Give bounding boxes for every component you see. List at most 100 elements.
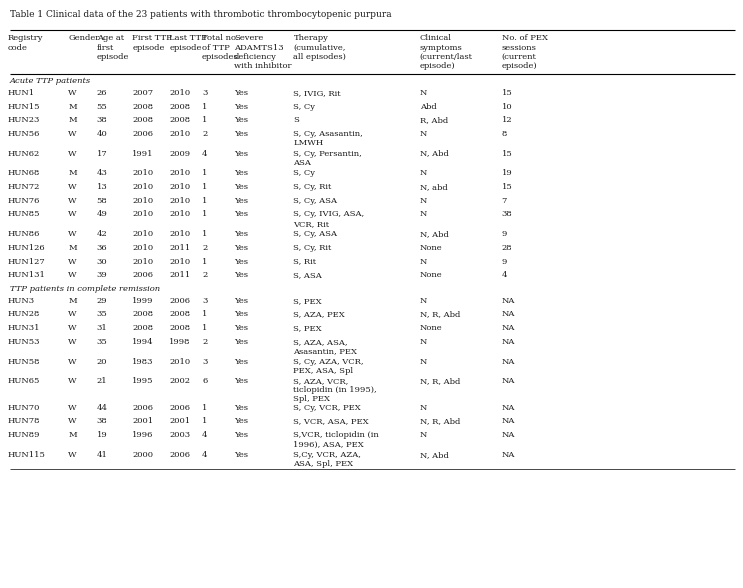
Text: Yes: Yes xyxy=(234,169,248,177)
Text: 1994: 1994 xyxy=(132,338,154,346)
Text: W: W xyxy=(68,338,77,346)
Text: N: N xyxy=(420,403,427,412)
Text: 1: 1 xyxy=(202,325,207,332)
Text: 1: 1 xyxy=(202,211,207,219)
Text: 2010: 2010 xyxy=(132,244,153,252)
Text: 2010: 2010 xyxy=(169,258,190,266)
Text: 2008: 2008 xyxy=(169,116,190,124)
Text: N: N xyxy=(420,89,427,96)
Text: 2001: 2001 xyxy=(169,417,190,425)
Text: TTP patients in complete remission: TTP patients in complete remission xyxy=(10,285,160,293)
Text: 42: 42 xyxy=(97,230,107,238)
Text: 9: 9 xyxy=(502,230,507,238)
Text: S, Cy: S, Cy xyxy=(293,102,316,111)
Text: W: W xyxy=(68,417,77,425)
Text: 2009: 2009 xyxy=(169,149,190,158)
Text: NA: NA xyxy=(502,310,515,319)
Text: NA: NA xyxy=(502,338,515,346)
Text: 12: 12 xyxy=(502,116,512,124)
Text: Yes: Yes xyxy=(234,258,248,266)
Text: Yes: Yes xyxy=(234,130,248,138)
Text: 58: 58 xyxy=(97,197,107,205)
Text: HUN23: HUN23 xyxy=(7,116,40,124)
Text: Gender: Gender xyxy=(68,34,100,42)
Text: N, abd: N, abd xyxy=(420,183,447,191)
Text: Severe
ADAMTS13
deficiency
with inhibitor: Severe ADAMTS13 deficiency with inhibito… xyxy=(234,34,291,71)
Text: 38: 38 xyxy=(97,116,107,124)
Text: 21: 21 xyxy=(97,377,107,385)
Text: W: W xyxy=(68,358,77,366)
Text: M: M xyxy=(68,116,77,124)
Text: NA: NA xyxy=(502,431,515,439)
Text: S, Rit: S, Rit xyxy=(293,258,317,266)
Text: Yes: Yes xyxy=(234,310,248,319)
Text: Yes: Yes xyxy=(234,450,248,459)
Text: 2006: 2006 xyxy=(132,130,153,138)
Text: 19: 19 xyxy=(97,431,107,439)
Text: HUN15: HUN15 xyxy=(7,102,40,111)
Text: HUN85: HUN85 xyxy=(7,211,40,219)
Text: 2010: 2010 xyxy=(132,258,153,266)
Text: Yes: Yes xyxy=(234,377,248,385)
Text: Yes: Yes xyxy=(234,89,248,96)
Text: 2010: 2010 xyxy=(169,230,190,238)
Text: Yes: Yes xyxy=(234,297,248,305)
Text: 2010: 2010 xyxy=(132,197,153,205)
Text: 6: 6 xyxy=(202,377,207,385)
Text: HUN65: HUN65 xyxy=(7,377,40,385)
Text: S, AZA, ASA,
Asasantin, PEX: S, AZA, ASA, Asasantin, PEX xyxy=(293,338,357,355)
Text: 2011: 2011 xyxy=(169,272,191,279)
Text: 17: 17 xyxy=(97,149,107,158)
Text: R, Abd: R, Abd xyxy=(420,116,448,124)
Text: S, Cy, IVIG, ASA,
VCR, Rit: S, Cy, IVIG, ASA, VCR, Rit xyxy=(293,211,365,228)
Text: M: M xyxy=(68,431,77,439)
Text: 4: 4 xyxy=(202,431,207,439)
Text: S, PEX: S, PEX xyxy=(293,325,322,332)
Text: 2010: 2010 xyxy=(169,197,190,205)
Text: Last TTP
episode: Last TTP episode xyxy=(169,34,207,52)
Text: 2010: 2010 xyxy=(169,169,190,177)
Text: Clinical
symptoms
(current/last
episode): Clinical symptoms (current/last episode) xyxy=(420,34,473,71)
Text: W: W xyxy=(68,197,77,205)
Text: HUN127: HUN127 xyxy=(7,258,45,266)
Text: 10: 10 xyxy=(502,102,512,111)
Text: N: N xyxy=(420,197,427,205)
Text: Yes: Yes xyxy=(234,102,248,111)
Text: N, R, Abd: N, R, Abd xyxy=(420,310,460,319)
Text: Yes: Yes xyxy=(234,211,248,219)
Text: HUN3: HUN3 xyxy=(7,297,35,305)
Text: Yes: Yes xyxy=(234,197,248,205)
Text: 2006: 2006 xyxy=(132,272,153,279)
Text: 4: 4 xyxy=(502,272,507,279)
Text: S, Cy, Persantin,
ASA: S, Cy, Persantin, ASA xyxy=(293,149,363,167)
Text: HUN72: HUN72 xyxy=(7,183,40,191)
Text: S, IVIG, Rit: S, IVIG, Rit xyxy=(293,89,341,96)
Text: 2006: 2006 xyxy=(169,403,190,412)
Text: W: W xyxy=(68,450,77,459)
Text: 39: 39 xyxy=(97,272,107,279)
Text: HUN28: HUN28 xyxy=(7,310,40,319)
Text: HUN115: HUN115 xyxy=(7,450,45,459)
Text: 38: 38 xyxy=(97,417,107,425)
Text: 2010: 2010 xyxy=(132,211,153,219)
Text: 2000: 2000 xyxy=(132,450,153,459)
Text: N: N xyxy=(420,130,427,138)
Text: 35: 35 xyxy=(97,338,107,346)
Text: 2010: 2010 xyxy=(132,183,153,191)
Text: 2003: 2003 xyxy=(169,431,190,439)
Text: HUN53: HUN53 xyxy=(7,338,40,346)
Text: W: W xyxy=(68,183,77,191)
Text: 2: 2 xyxy=(202,244,207,252)
Text: 1996: 1996 xyxy=(132,431,154,439)
Text: N: N xyxy=(420,258,427,266)
Text: Yes: Yes xyxy=(234,230,248,238)
Text: 2008: 2008 xyxy=(169,310,190,319)
Text: 4: 4 xyxy=(202,149,207,158)
Text: 35: 35 xyxy=(97,310,107,319)
Text: 20: 20 xyxy=(97,358,107,366)
Text: 1: 1 xyxy=(202,403,207,412)
Text: 2010: 2010 xyxy=(169,211,190,219)
Text: Yes: Yes xyxy=(234,325,248,332)
Text: W: W xyxy=(68,89,77,96)
Text: 2008: 2008 xyxy=(132,310,153,319)
